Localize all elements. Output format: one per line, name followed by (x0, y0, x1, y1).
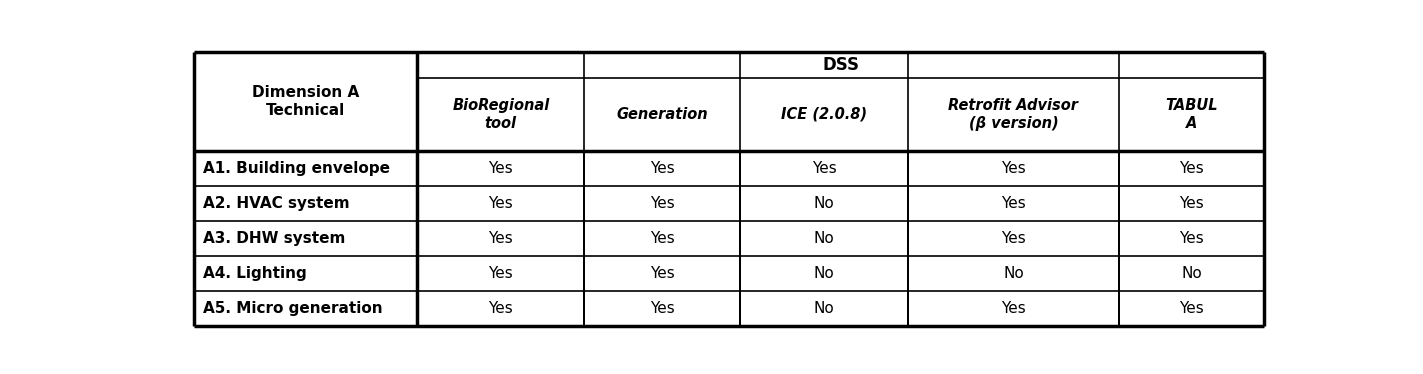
Text: Yes: Yes (650, 160, 675, 175)
Text: Yes: Yes (650, 231, 675, 246)
Text: BioRegional
tool: BioRegional tool (453, 98, 549, 131)
Text: Yes: Yes (1000, 160, 1026, 175)
Text: Yes: Yes (488, 160, 514, 175)
Text: Yes: Yes (1180, 301, 1204, 316)
Text: Yes: Yes (650, 266, 675, 280)
Text: Yes: Yes (1000, 231, 1026, 246)
Text: Yes: Yes (1000, 301, 1026, 316)
Text: Yes: Yes (488, 231, 514, 246)
Text: A2. HVAC system: A2. HVAC system (203, 196, 350, 211)
Text: Generation: Generation (616, 107, 709, 122)
Text: Yes: Yes (1180, 231, 1204, 246)
Text: No: No (814, 196, 834, 211)
Text: Yes: Yes (1180, 160, 1204, 175)
Text: No: No (814, 301, 834, 316)
Text: A1. Building envelope: A1. Building envelope (203, 160, 390, 175)
Text: Dimension A
Technical: Dimension A Technical (252, 85, 360, 118)
Text: A3. DHW system: A3. DHW system (203, 231, 346, 246)
Text: Yes: Yes (811, 160, 837, 175)
Text: No: No (814, 231, 834, 246)
Text: No: No (1181, 266, 1202, 280)
Text: A5. Micro generation: A5. Micro generation (203, 301, 383, 316)
Text: TABUL
A: TABUL A (1165, 98, 1218, 131)
Text: Retrofit Advisor
(β version): Retrofit Advisor (β version) (949, 98, 1079, 131)
Text: Yes: Yes (488, 301, 514, 316)
Text: Yes: Yes (650, 301, 675, 316)
Text: DSS: DSS (822, 56, 859, 74)
Text: Yes: Yes (1000, 196, 1026, 211)
Text: ICE (2.0.8): ICE (2.0.8) (781, 107, 867, 122)
Text: No: No (814, 266, 834, 280)
Text: A4. Lighting: A4. Lighting (203, 266, 307, 280)
Text: Yes: Yes (650, 196, 675, 211)
Text: Yes: Yes (488, 196, 514, 211)
Text: Yes: Yes (488, 266, 514, 280)
Text: Yes: Yes (1180, 196, 1204, 211)
Text: No: No (1003, 266, 1023, 280)
